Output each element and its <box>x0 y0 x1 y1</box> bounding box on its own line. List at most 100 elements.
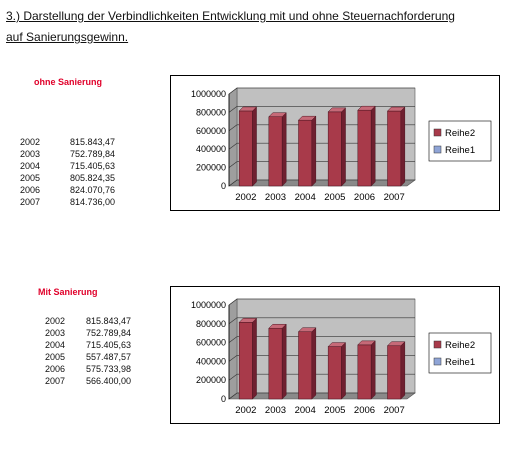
x-tick-label: 2006 <box>354 405 375 416</box>
bar-top <box>238 318 258 323</box>
value-cell: 566.400,00 <box>86 376 132 386</box>
bar-top <box>268 112 287 117</box>
bar-chart-svg: 0 200000 400000 600000 800000 1000000 2002 2003… <box>191 298 492 416</box>
x-tick-label: 2006 <box>354 192 375 203</box>
year-cell: 2006 <box>20 185 41 195</box>
plot-side-wall <box>228 298 238 400</box>
bar <box>387 110 402 187</box>
legend-box <box>428 120 492 162</box>
bar-side <box>400 106 406 187</box>
bar-top <box>297 115 317 121</box>
legend-swatch <box>433 357 442 366</box>
value-cell: 715.405,63 <box>70 161 116 171</box>
value-cell: 805.824,35 <box>70 173 116 183</box>
table-row: 2003 752.789,84 <box>20 148 115 160</box>
table-row: 2007 566.400,00 <box>45 375 131 387</box>
legend-label: Reihe1 <box>445 145 475 156</box>
value-cell: 814.736,00 <box>70 197 116 207</box>
y-tick-label: 200000 <box>196 163 226 173</box>
section-label-ohne-sanierung: ohne Sanierung <box>34 77 103 87</box>
y-tick-label: 600000 <box>196 126 226 136</box>
year-cell: 2004 <box>45 340 66 350</box>
year-cell: 2007 <box>20 197 41 207</box>
value-cell: 752.789,84 <box>70 149 116 159</box>
year-cell: 2002 <box>20 137 41 147</box>
x-tick-label: 2005 <box>324 405 345 416</box>
gridline-side <box>228 373 238 381</box>
legend-label: Reihe2 <box>445 340 475 351</box>
page-heading: 3.) Darstellung der Verbindlichkeiten En… <box>6 6 516 48</box>
gridline-side <box>228 392 238 400</box>
gridline-side <box>228 106 238 113</box>
x-tick-label: 2003 <box>265 405 286 416</box>
bar <box>268 116 283 187</box>
gridline-side <box>228 142 238 150</box>
x-tick-label: 2002 <box>235 405 256 416</box>
x-tick-label: 2007 <box>384 405 405 416</box>
table-row: 2004 715.405,63 <box>45 339 131 351</box>
gridline-side <box>228 179 238 187</box>
bar-side <box>281 112 287 187</box>
gridline-side <box>228 298 238 306</box>
bar-side <box>311 327 317 400</box>
gridline-side <box>228 87 238 95</box>
y-tick-label: 1000000 <box>191 300 226 310</box>
value-cell: 557.487,57 <box>86 352 132 362</box>
table-row: 2007 814.736,00 <box>20 196 115 208</box>
table-row: 2006 575.733,98 <box>45 363 131 375</box>
year-cell: 2006 <box>45 364 66 374</box>
x-tick-label: 2004 <box>295 405 316 416</box>
gridline-side <box>228 317 238 325</box>
legend-label: Reihe1 <box>445 357 475 368</box>
heading-line-1: 3.) Darstellung der Verbindlichkeiten En… <box>6 9 455 23</box>
table-row: 2004 715.405,63 <box>20 160 115 172</box>
bar-side <box>281 323 287 400</box>
legend-label: Reihe2 <box>445 128 475 139</box>
bar <box>238 322 253 400</box>
chart-ohne-sanierung: 0 200000 400000 600000 800000 1000000 2002 2003… <box>170 75 500 211</box>
plot-floor <box>228 392 416 400</box>
table-row: 2006 824.070,76 <box>20 184 115 196</box>
year-cell: 2003 <box>45 328 66 338</box>
bar-side <box>400 341 406 400</box>
bar-top <box>327 107 347 113</box>
year-cell: 2005 <box>20 173 41 183</box>
bar-top <box>327 342 347 347</box>
legend-swatch <box>433 340 442 349</box>
bar-side <box>311 115 317 187</box>
value-cell: 715.405,63 <box>86 340 132 350</box>
bar <box>327 346 342 400</box>
x-tick-label: 2004 <box>295 192 316 203</box>
table-row: 2005 557.487,57 <box>45 351 131 363</box>
bar-side <box>370 340 376 400</box>
plot-floor <box>228 179 416 187</box>
bar <box>387 345 402 400</box>
y-tick-label: 800000 <box>196 319 226 329</box>
x-tick-label: 2002 <box>235 192 256 203</box>
year-cell: 2004 <box>20 161 41 171</box>
table-row: 2003 752.789,84 <box>45 327 131 339</box>
y-tick-label: 1000000 <box>191 89 226 99</box>
bar-side <box>252 106 257 187</box>
bar-top <box>357 105 376 111</box>
bar <box>357 344 372 400</box>
bar <box>327 111 342 187</box>
values-table-mit-sanierung: 2002 815.843,47 2003 752.789,84 2004 715.40… <box>45 315 131 387</box>
table-row: 2002 815.843,47 <box>20 136 115 148</box>
value-cell: 815.843,47 <box>70 137 116 147</box>
plot-side-wall <box>228 87 238 187</box>
x-tick-label: 2005 <box>324 192 345 203</box>
table-row: 2002 815.843,47 <box>45 315 131 327</box>
gridline-side <box>228 161 238 168</box>
value-cell: 824.070,76 <box>70 185 116 195</box>
bar-side <box>341 107 346 187</box>
section-label-mit-sanierung: Mit Sanierung <box>38 287 98 297</box>
gridline-side <box>228 124 238 132</box>
year-cell: 2002 <box>45 316 66 326</box>
value-cell: 752.789,84 <box>86 328 132 338</box>
bar-top <box>268 323 287 329</box>
values-table-ohne-sanierung: 2002 815.843,47 2003 752.789,84 2004 715.40… <box>20 136 115 208</box>
y-tick-label: 200000 <box>196 375 226 385</box>
gridline-side <box>228 355 238 362</box>
y-tick-label: 400000 <box>196 356 226 366</box>
